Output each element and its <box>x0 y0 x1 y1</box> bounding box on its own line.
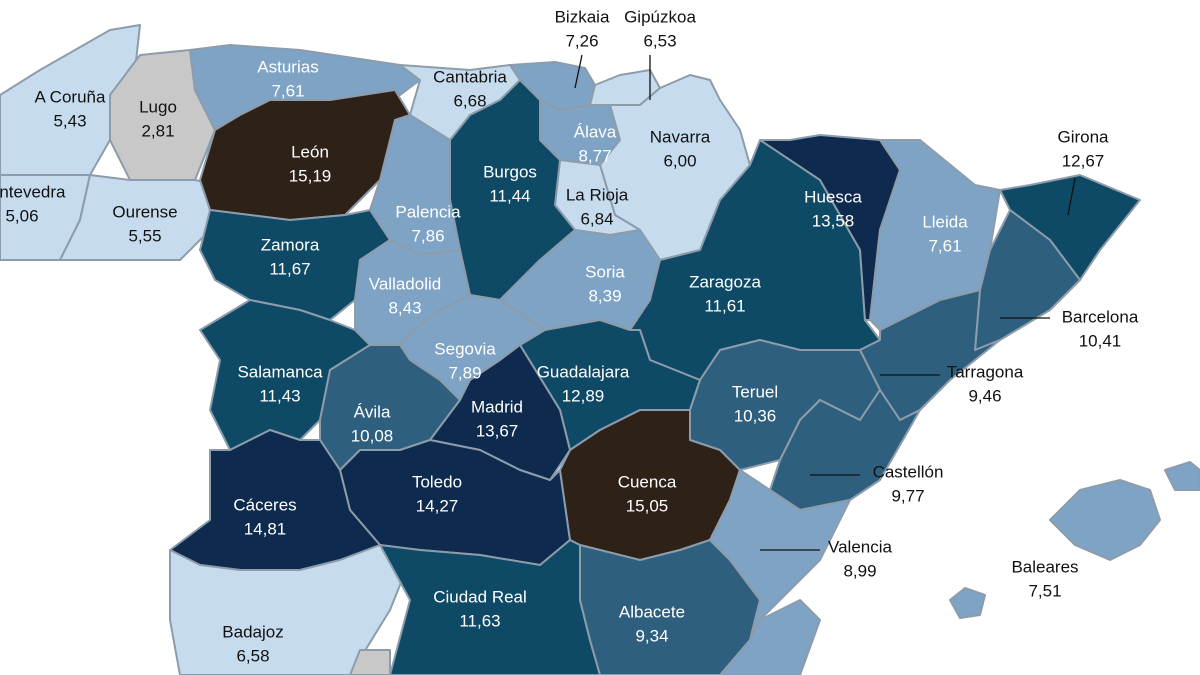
province-value: 6,00 <box>663 151 696 170</box>
province-value: 14,27 <box>416 496 459 515</box>
province-name: Huesca <box>804 187 862 206</box>
province-name: Madrid <box>471 397 523 416</box>
province-shape <box>1049 479 1161 561</box>
province-value: 5,55 <box>128 226 161 245</box>
province-name: Cuenca <box>618 472 677 491</box>
province-value: 8,39 <box>588 286 621 305</box>
province-value: 2,81 <box>141 121 174 140</box>
province-name: Badajoz <box>222 622 283 641</box>
province-shape <box>379 539 601 675</box>
province-value: 7,51 <box>1028 581 1061 600</box>
province-name: Salamanca <box>237 362 323 381</box>
province-value: 14,81 <box>244 519 287 538</box>
province-value: 7,61 <box>271 81 304 100</box>
province-value: 12,89 <box>562 386 605 405</box>
province-name: Valencia <box>828 537 892 556</box>
province-name: Toledo <box>412 472 462 491</box>
province-value: 7,61 <box>928 236 961 255</box>
province-value: 5,43 <box>53 111 86 130</box>
province-name: Zaragoza <box>689 272 761 291</box>
province-shape <box>949 587 986 619</box>
province-name: Ciudad Real <box>433 587 527 606</box>
province-name: Albacete <box>619 602 685 621</box>
province-name: Navarra <box>650 127 711 146</box>
province-value: 6,84 <box>580 209 613 228</box>
province-value: 13,67 <box>476 421 519 440</box>
province-name: Teruel <box>732 382 778 401</box>
province-name: Palencia <box>395 202 461 221</box>
province-value: 9,34 <box>635 626 668 645</box>
province-value: 9,46 <box>968 386 1001 405</box>
leader-line <box>1067 177 1076 216</box>
province-name: La Rioja <box>566 185 629 204</box>
province-name: Ávila <box>354 402 391 421</box>
province-name: Pontevedra <box>0 182 66 201</box>
province-name: Burgos <box>483 162 537 181</box>
province-name: Castellón <box>873 462 944 481</box>
province-name: Cáceres <box>233 495 296 514</box>
province-name: Segovia <box>434 339 496 358</box>
province-value: 8,77 <box>578 146 611 165</box>
province-name: León <box>291 142 329 161</box>
province-value: 7,26 <box>565 31 598 50</box>
province-shape <box>709 469 851 641</box>
province-name: Cantabria <box>433 67 507 86</box>
region-south <box>349 649 391 675</box>
province-value: 10,41 <box>1079 331 1122 350</box>
province-name: Tarragona <box>947 362 1024 381</box>
province-name: Gipúzkoa <box>624 7 696 26</box>
leader-line <box>574 54 583 89</box>
province-name: A Coruña <box>35 87 106 106</box>
province-name: Guadalajara <box>537 362 630 381</box>
province-value: 13,58 <box>812 211 855 230</box>
province-value: 5,06 <box>5 206 38 225</box>
province-name: Lugo <box>139 97 177 116</box>
province-name: Barcelona <box>1062 307 1139 326</box>
province-name: Valladolid <box>369 274 441 293</box>
province-name: Lleida <box>922 212 968 231</box>
province-value: 10,36 <box>734 406 777 425</box>
province-value: 15,05 <box>626 496 669 515</box>
province-value: 10,08 <box>351 426 394 445</box>
province-value: 6,68 <box>453 91 486 110</box>
province-value: 11,63 <box>459 611 500 630</box>
province-value: 6,58 <box>236 646 269 665</box>
province-value: 7,86 <box>411 226 444 245</box>
province-value: 8,99 <box>843 561 876 580</box>
province-name: Baleares <box>1011 557 1078 576</box>
region-murcia <box>719 599 821 675</box>
province-name: Ourense <box>112 202 177 221</box>
province-name: Soria <box>585 262 625 281</box>
province-name: Asturias <box>257 57 318 76</box>
province-value: 8,43 <box>388 298 421 317</box>
province-name: Álava <box>574 122 617 141</box>
province-value: 11,43 <box>259 386 300 405</box>
province-shape <box>859 289 1001 421</box>
province-value: 7,89 <box>448 363 481 382</box>
province-name: Zamora <box>261 235 320 254</box>
province-name: Bizkaia <box>555 7 610 26</box>
province-name: Girona <box>1057 127 1109 146</box>
province-value: 9,77 <box>891 486 924 505</box>
province-value: 15,19 <box>289 166 332 185</box>
province-value: 11,61 <box>704 296 745 315</box>
province-value: 12,67 <box>1062 151 1105 170</box>
province-value: 11,44 <box>489 186 530 205</box>
province-value: 11,67 <box>269 259 310 278</box>
province-shape <box>1164 461 1200 491</box>
province-value: 6,53 <box>643 31 676 50</box>
